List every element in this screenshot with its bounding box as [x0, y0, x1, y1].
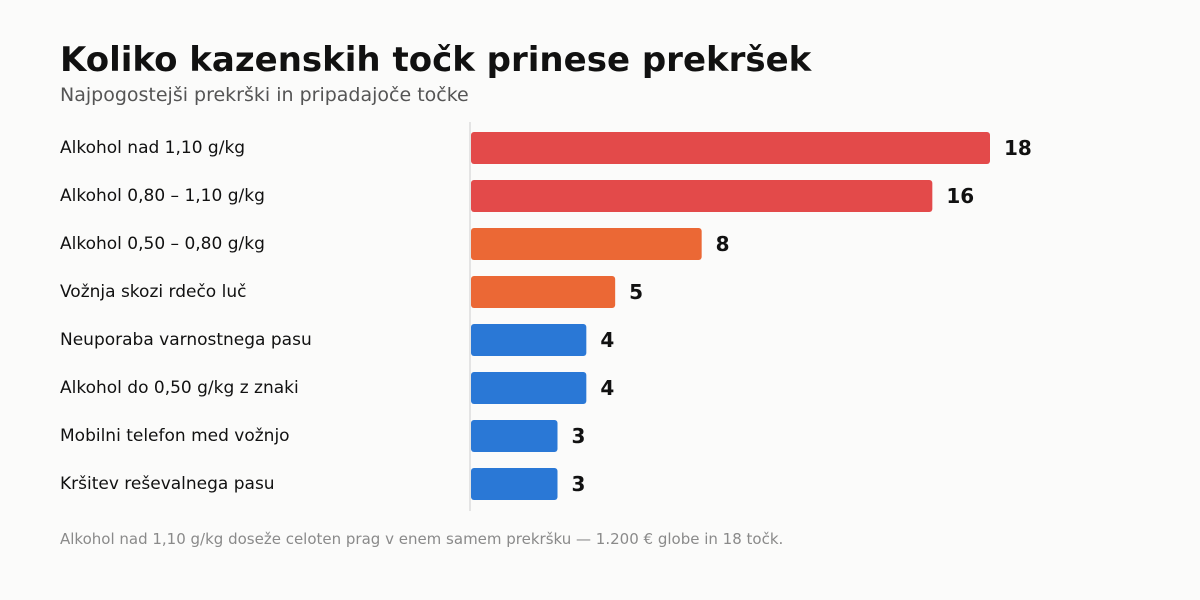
value-label: 18 [1004, 136, 1032, 160]
chart-subtitle: Najpogostejši prekrški in pripadajoče to… [60, 84, 469, 106]
category-label: Alkohol nad 1,10 g/kg [60, 138, 245, 158]
category-label: Mobilni telefon med vožnjo [60, 426, 290, 446]
bar [471, 372, 587, 404]
bar [471, 420, 558, 452]
value-label: 5 [629, 280, 643, 304]
category-label: Vožnja skozi rdečo luč [60, 282, 246, 302]
value-label: 3 [572, 472, 586, 496]
bar [471, 180, 933, 212]
chart-title: Koliko kazenskih točk prinese prekršek [60, 40, 812, 80]
bars-group: Alkohol nad 1,10 g/kg 18 Alkohol 0,80 – 1,… [60, 132, 1032, 500]
bar [471, 132, 990, 164]
category-label: Alkohol 0,80 – 1,10 g/kg [60, 186, 265, 206]
value-label: 16 [946, 184, 974, 208]
bar [471, 324, 587, 356]
bar [471, 228, 702, 260]
bar [471, 276, 616, 308]
category-label: Alkohol do 0,50 g/kg z znaki [60, 378, 299, 398]
category-label: Alkohol 0,50 – 0,80 g/kg [60, 234, 265, 254]
category-label: Neuporaba varnostnega pasu [60, 330, 312, 350]
bar [471, 468, 558, 500]
category-label: Kršitev reševalnega pasu [60, 474, 275, 494]
value-label: 4 [600, 376, 614, 400]
value-label: 3 [572, 424, 586, 448]
value-label: 4 [600, 328, 614, 352]
chart-footnote: Alkohol nad 1,10 g/kg doseže celoten pra… [60, 530, 784, 548]
value-label: 8 [716, 232, 730, 256]
